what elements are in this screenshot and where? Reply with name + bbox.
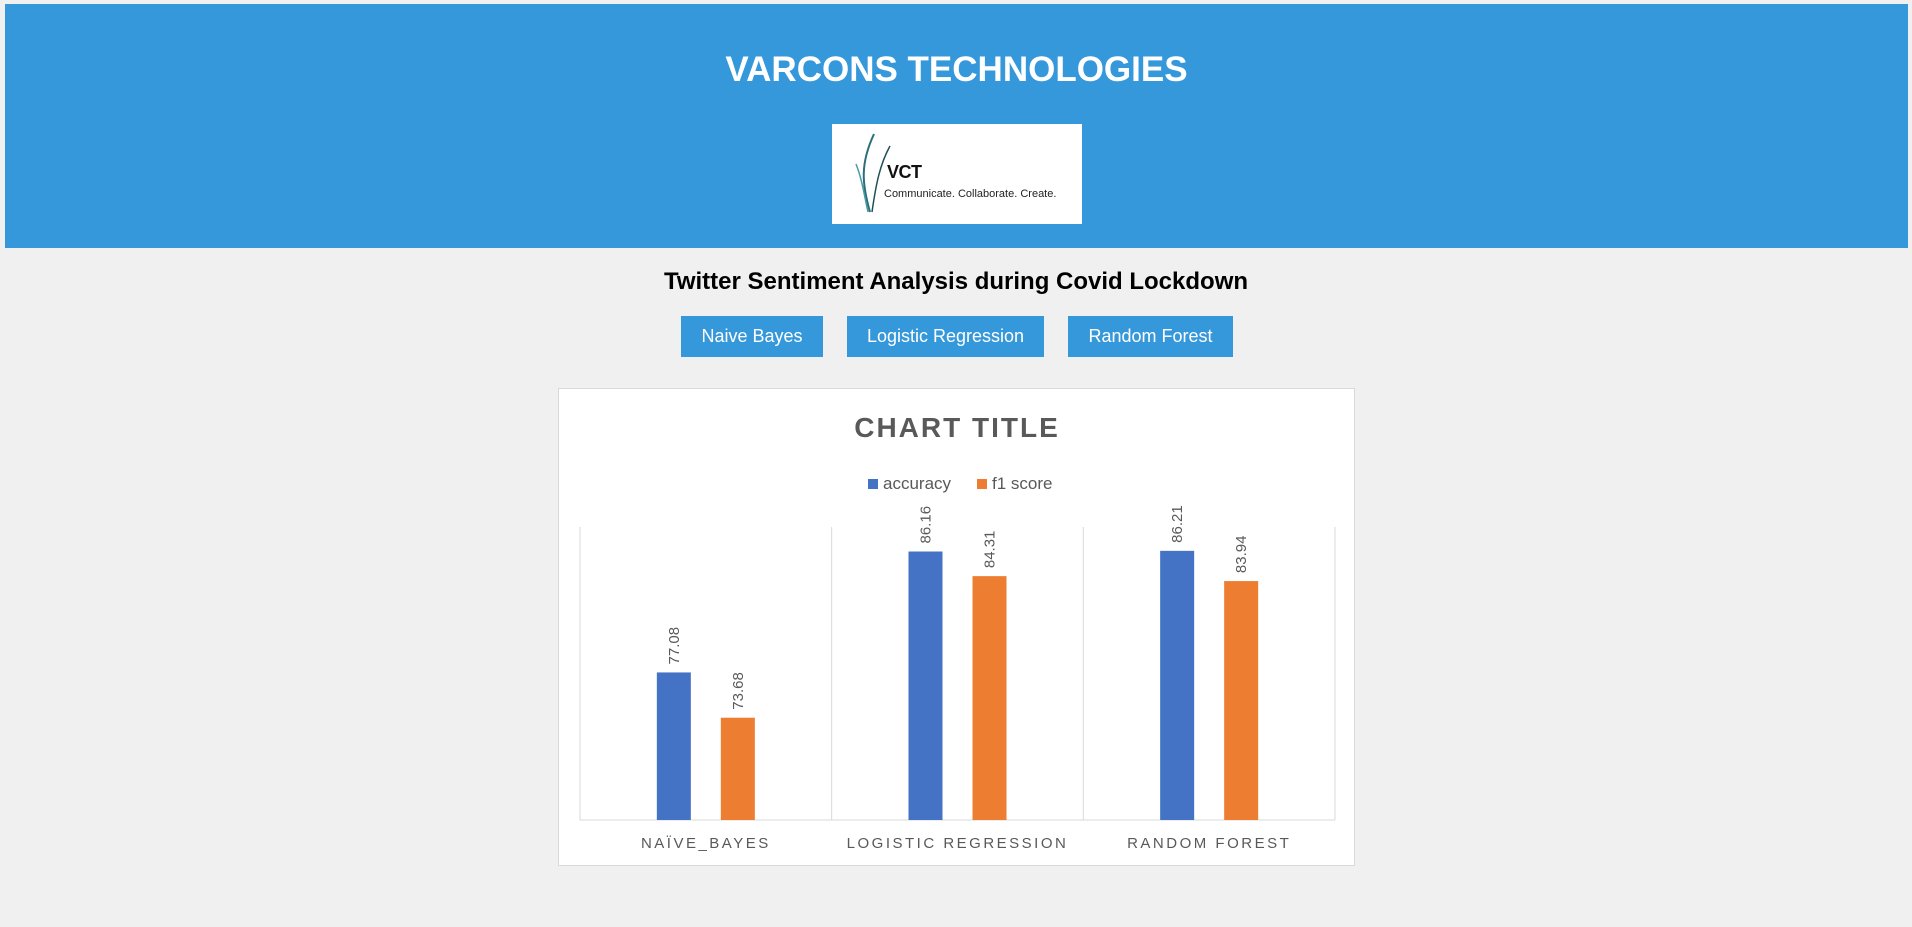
site-header: VARCONS TECHNOLOGIES VCT Communicate. Co… xyxy=(5,4,1908,248)
logistic-regression-button[interactable]: Logistic Regression xyxy=(847,316,1044,357)
bar-chart: CHART TITLE accuracy f1 score 77.08 73.68 NAÏ… xyxy=(579,412,1336,852)
data-label-2-1: 83.94 xyxy=(1233,536,1250,574)
bar-2-0 xyxy=(1160,550,1195,820)
bar-0-1 xyxy=(720,717,755,820)
bar-0-0 xyxy=(656,672,691,820)
x-tick-label-1: LOGISTIC REGRESSION xyxy=(847,835,1069,852)
page-title: Twitter Sentiment Analysis during Covid … xyxy=(663,268,1249,295)
bar-1-1 xyxy=(972,576,1007,820)
bar-2-1 xyxy=(1224,581,1259,820)
chart-title: CHART TITLE xyxy=(854,412,1060,443)
legend-swatch-0 xyxy=(868,479,878,489)
data-label-1-0: 86.16 xyxy=(918,506,935,544)
naive-bayes-button[interactable]: Naive Bayes xyxy=(681,316,823,357)
x-tick-label-2: RANDOM FOREST xyxy=(1127,835,1291,852)
site-title: VARCONS TECHNOLOGIES xyxy=(725,50,1188,89)
logo-tagline: Communicate. Collaborate. Create. xyxy=(884,188,1057,200)
data-label-2-0: 86.21 xyxy=(1169,505,1186,543)
legend-label-1: f1 score xyxy=(992,474,1052,493)
data-label-0-0: 77.08 xyxy=(666,627,683,665)
legend-swatch-1 xyxy=(977,479,987,489)
bar-1-0 xyxy=(908,551,943,820)
data-label-1-1: 84.31 xyxy=(982,531,999,569)
data-label-0-1: 73.68 xyxy=(730,672,747,710)
chart-panel: CHART TITLE accuracy f1 score 77.08 73.68 NAÏ… xyxy=(558,388,1355,866)
company-logo: VCT Communicate. Collaborate. Create. xyxy=(832,124,1082,224)
random-forest-button[interactable]: Random Forest xyxy=(1068,316,1233,357)
legend-label-0: accuracy xyxy=(883,474,952,493)
x-tick-label-0: NAÏVE_BAYES xyxy=(641,835,771,852)
logo-swoosh-icon xyxy=(855,133,891,213)
logo-mark: VCT xyxy=(887,162,922,182)
